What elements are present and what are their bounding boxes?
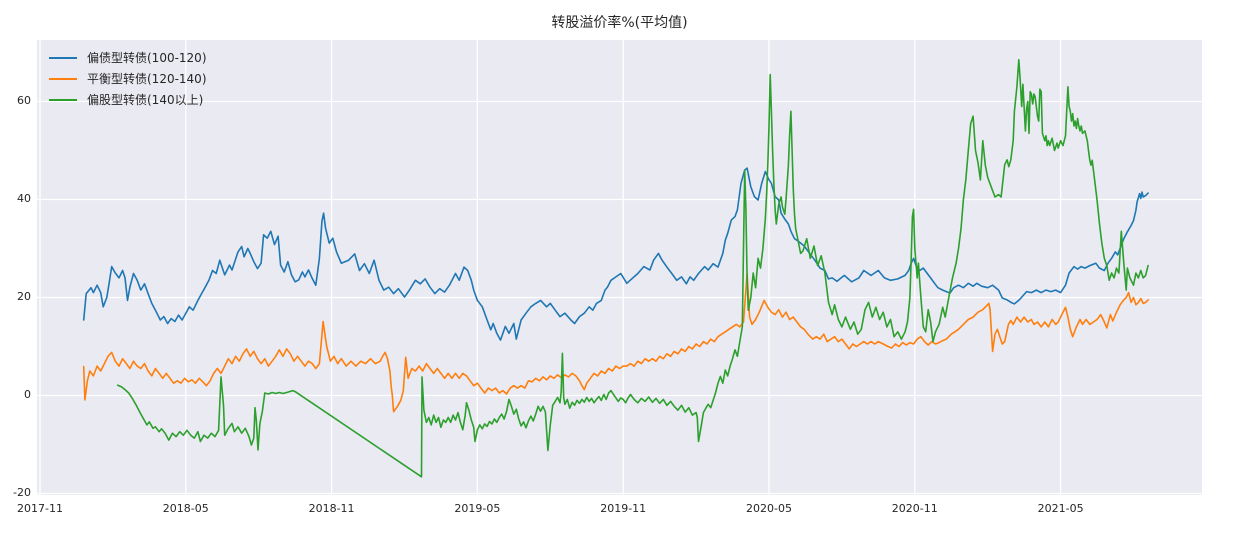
series-line-0	[82, 167, 1149, 341]
legend-line-swatch	[49, 56, 77, 59]
legend-line-swatch	[49, 77, 77, 80]
legend-item: 偏股型转债(140以上)	[49, 89, 207, 110]
x-tick-label: 2017-11	[17, 502, 63, 515]
legend-label: 平衡型转债(120-140)	[87, 72, 207, 86]
y-tick-label: -20	[13, 486, 31, 500]
chart-legend: 偏债型转债(100-120) 平衡型转债(120-140) 偏股型转债(140以…	[49, 47, 207, 110]
legend-item: 偏债型转债(100-120)	[49, 47, 207, 68]
y-tick-label: 40	[17, 192, 31, 206]
y-tick-label: 0	[24, 388, 31, 402]
legend-label: 偏债型转债(100-120)	[87, 51, 207, 65]
y-tick-label: 20	[17, 290, 31, 304]
series-line-2	[116, 58, 1149, 478]
x-tick-label: 2020-05	[746, 502, 792, 515]
x-tick-label: 2019-11	[600, 502, 647, 515]
chart-title: 转股溢价率%(平均值)	[551, 15, 688, 31]
series-line-1	[82, 272, 1149, 413]
legend-label: 偏股型转债(140以上)	[87, 93, 204, 107]
y-tick-label: 60	[17, 94, 31, 108]
x-tick-label: 2019-05	[454, 502, 501, 515]
x-tick-label: 2021-05	[1037, 502, 1084, 515]
x-tick-label: 2018-05	[162, 502, 209, 515]
x-tick-label: 2020-11	[891, 502, 938, 515]
legend-line-swatch	[49, 98, 77, 101]
legend-item: 平衡型转债(120-140)	[49, 68, 207, 89]
x-tick-label: 2018-11	[308, 502, 355, 515]
